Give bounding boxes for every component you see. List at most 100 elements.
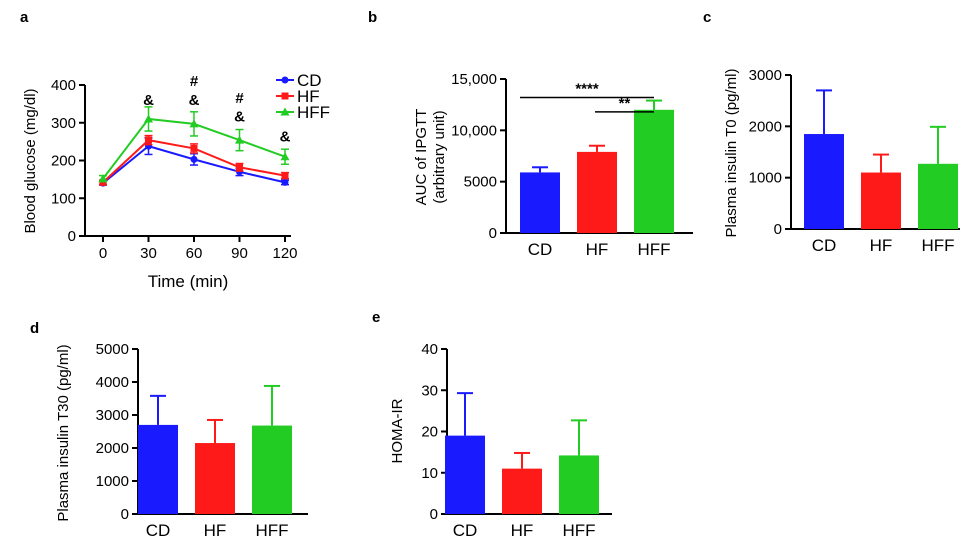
panel-b-y-tick-label: 10,000	[451, 122, 497, 139]
panel-c-y-axis-label: Plasma insulin T0 (pg/ml)	[723, 69, 740, 238]
panel-b-y-axis-sublabel: (arbitrary unit)	[431, 110, 448, 203]
panel-d-bar-hf	[195, 443, 235, 514]
panel-e-category-label: HFF	[562, 521, 595, 540]
panel-e-y-tick-label: 20	[421, 424, 438, 441]
panel-d-category-label: HFF	[255, 521, 288, 540]
panel-e-y-tick-label: 0	[430, 506, 438, 523]
panel-e-y-tick-label: 40	[421, 341, 438, 358]
panel-d-bar-cd	[138, 424, 178, 514]
panel-c-letter: c	[703, 9, 711, 26]
panel-c-plot: 0 1000 2000 3000 CD HF HFF	[749, 67, 960, 255]
panel-b-y-tick-label: 15,000	[451, 71, 497, 88]
panel-d-category-label: CD	[146, 521, 171, 540]
panel-a-legend-label-hf: HF	[297, 87, 320, 106]
panel-c-bar-cd	[804, 134, 844, 229]
panel-d-y-tick-label: 0	[121, 506, 129, 523]
panel-d-bar-hff	[252, 425, 292, 514]
panel-a-series-cd-point	[281, 178, 289, 186]
panel-d-y-tick-label: 1000	[96, 473, 129, 490]
panel-e-y-tick-label: 10	[421, 465, 438, 482]
panel-a-legend-marker-hf	[281, 92, 289, 100]
panel-d-letter: d	[30, 320, 39, 337]
panel-b-bar-hf	[577, 151, 617, 233]
panel-e-category-label: CD	[453, 521, 478, 540]
panel-a-series-hff-point	[235, 135, 244, 144]
panel-c-y-tick-label: 3000	[749, 67, 782, 84]
panel-c-bar-hff	[918, 163, 958, 229]
panel-e-letter: e	[372, 309, 380, 326]
panel-c-bar-chart: c 0 1000 2000 3000 CD HF HFF Plasma insulin T0…	[703, 9, 960, 255]
panel-b-category-label: HF	[586, 240, 609, 259]
panel-a-series-hf-point	[236, 163, 243, 171]
panel-a-series-hff-point	[280, 152, 290, 161]
panel-e-bar-hff	[559, 455, 599, 514]
panel-b-letter: b	[368, 9, 377, 26]
panel-a-legend-label-cd: CD	[297, 71, 322, 90]
panel-a-legend-marker-cd	[281, 76, 289, 84]
panel-d-y-tick-label: 3000	[96, 407, 129, 424]
panel-a-significance-annotation: &	[143, 92, 154, 109]
panel-a-y-tick-label: 300	[51, 115, 76, 132]
panel-a-x-tick-label: 90	[231, 245, 248, 262]
panel-a-y-axis-label: Blood glucose (mg/dl)	[22, 88, 39, 233]
panel-a-series-cd-point	[190, 155, 198, 163]
panel-c-category-label: HF	[870, 236, 893, 255]
panel-b-significance-stars: ****	[575, 80, 599, 97]
panel-e-bar-hf	[502, 468, 542, 514]
panel-a-legend-marker-hff	[280, 107, 290, 116]
panel-d-plot: 0 1000 2000 3000 4000 5000 CD HF HFF	[96, 341, 308, 540]
panel-d-y-tick-label: 2000	[96, 440, 129, 457]
panel-a-y-tick-label: 0	[68, 228, 76, 245]
panel-d-category-label: HF	[204, 521, 227, 540]
panel-e-y-axis-label: HOMA-IR	[389, 398, 406, 463]
panel-a-significance-annotation: #	[190, 73, 199, 90]
panel-b-category-label: HFF	[637, 240, 670, 259]
panel-b-y-tick-label: 5000	[464, 174, 497, 191]
panel-a-y-tick-label: 200	[51, 153, 76, 170]
panel-a-y-tick-label: 100	[51, 190, 76, 207]
panel-a-series-hff-point	[98, 174, 108, 183]
panel-a-x-tick-label: 0	[99, 245, 107, 262]
panel-b-bar-hff	[634, 109, 674, 233]
panel-a-series-hf-point	[190, 144, 198, 152]
panel-a-legend-label-hff: HFF	[297, 103, 330, 122]
panel-d-bar-chart: d 0 1000 2000 3000 4000 5000 CD HF HFF Plasma in…	[30, 320, 308, 540]
panel-a-x-axis-label: Time (min)	[148, 272, 229, 291]
panel-e-plot: 0 10 20 30 40 CD HF HFF	[421, 341, 612, 540]
panel-a-series-hf-point	[99, 178, 107, 186]
panel-b-y-tick-label: 0	[489, 225, 497, 242]
panel-a-significance-annotation: &	[189, 92, 200, 109]
panel-a-x-tick-label: 30	[140, 245, 157, 262]
panel-a-x-tick-label: 120	[272, 245, 297, 262]
panel-a-series-hf-point	[145, 136, 152, 144]
panel-b-category-label: CD	[528, 240, 553, 259]
panel-c-category-label: HFF	[921, 236, 954, 255]
panel-c-y-tick-label: 0	[774, 221, 782, 238]
panel-d-y-tick-label: 4000	[96, 374, 129, 391]
panel-e-bar-chart: e 0 10 20 30 40 CD HF HFF HOMA-IR	[372, 309, 612, 540]
panel-a-y-tick-label: 400	[51, 77, 76, 94]
panel-c-bar-hf	[861, 172, 901, 229]
panel-e-bar-cd	[445, 435, 485, 514]
panel-c-y-tick-label: 2000	[749, 118, 782, 135]
panel-e-category-label: HF	[511, 521, 534, 540]
panel-a-series-hf-point	[281, 172, 289, 180]
panel-a-significance-annotation: &	[280, 129, 291, 146]
panel-e-y-tick-label: 30	[421, 382, 438, 399]
panel-a-series-hff-point	[189, 119, 199, 128]
panel-b-y-axis-label: AUC of IPGTT	[413, 109, 430, 206]
panel-c-category-label: CD	[812, 236, 837, 255]
panel-a-significance-annotation: &	[234, 108, 245, 125]
panel-a-x-tick-label: 60	[186, 245, 203, 262]
panel-d-y-axis-label: Plasma insulin T30 (pg/ml)	[55, 344, 72, 521]
panel-b-significance-stars: **	[619, 95, 631, 112]
panel-a-series-hff-point	[144, 114, 153, 123]
panel-d-y-tick-label: 5000	[96, 341, 129, 358]
panel-b-bar-cd	[520, 172, 560, 233]
